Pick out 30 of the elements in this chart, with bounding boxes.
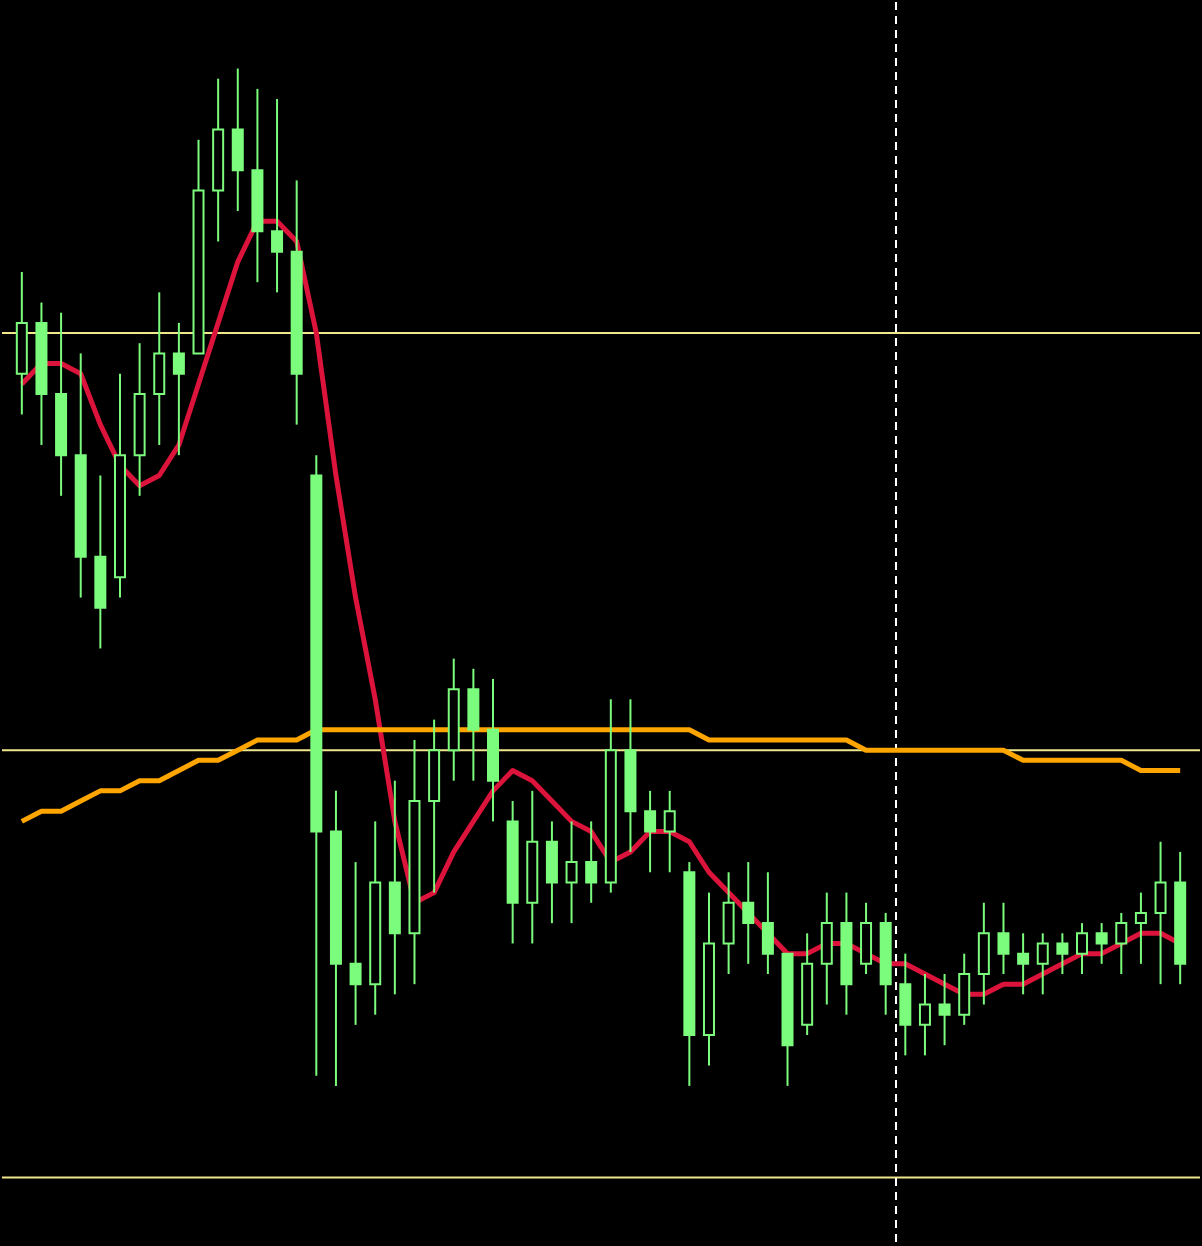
- candlestick: [271, 98, 284, 294]
- candlestick: [1036, 932, 1049, 996]
- candlestick: [1056, 932, 1069, 975]
- candlestick: [172, 321, 185, 457]
- candlestick: [1076, 922, 1089, 975]
- candlestick: [585, 820, 598, 904]
- candlestick: [722, 871, 735, 975]
- candlestick: [977, 901, 990, 1006]
- candlestick: [742, 861, 755, 965]
- candlestick: [958, 952, 971, 1026]
- candlestick: [761, 871, 774, 975]
- candlestick: [860, 901, 873, 975]
- candlestick: [153, 291, 166, 446]
- candlestick: [820, 891, 833, 1006]
- candlestick: [918, 972, 931, 1057]
- candlestick: [1115, 911, 1128, 975]
- candlestick: [565, 820, 578, 925]
- candlestick: [231, 67, 244, 212]
- candlestick: [663, 789, 676, 874]
- candlestick: [997, 901, 1010, 975]
- candlestick: [1154, 840, 1167, 986]
- candlestick: [467, 667, 480, 782]
- candlestick: [349, 861, 362, 1026]
- candlestick: [938, 972, 951, 1047]
- candlestick: [1134, 891, 1147, 965]
- candlestick: [1095, 922, 1108, 965]
- candlestick: [545, 820, 558, 925]
- candlestick: [1017, 932, 1030, 996]
- candlestick: [899, 952, 912, 1057]
- candlestick: [644, 789, 657, 874]
